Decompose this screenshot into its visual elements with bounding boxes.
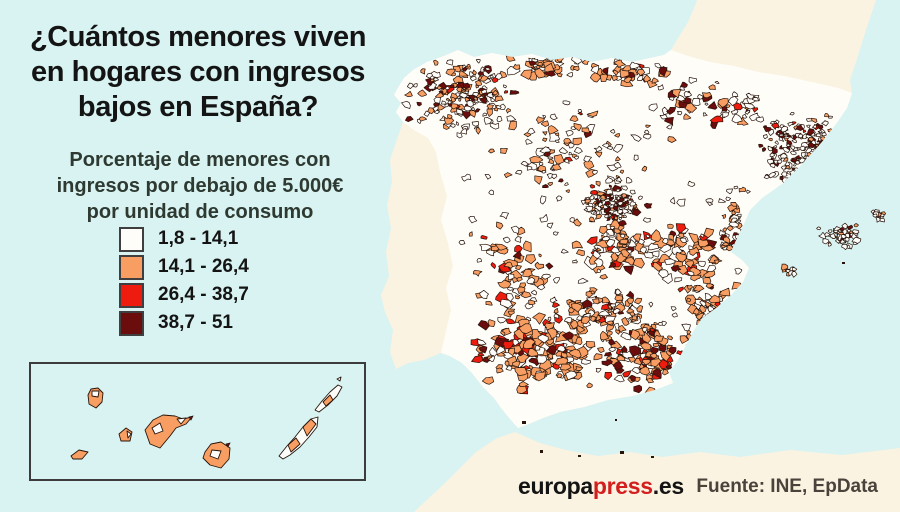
legend-label: 38,7 - 51 [158, 312, 233, 333]
legend-label: 1,8 - 14,1 [158, 228, 239, 249]
island-el-hierro [70, 449, 89, 460]
island-fuerteventura [278, 416, 319, 460]
brand-es: .es [652, 473, 684, 499]
subtitle: Porcentaje de menores con ingresos por d… [56, 149, 344, 223]
legend-swatch-bin1 [119, 226, 144, 252]
brand-logo: europapress.es [518, 473, 684, 500]
brand-press: press [592, 473, 653, 499]
page-title: ¿Cuántos menores viven en hogares con in… [29, 21, 367, 123]
municipalities-balearic-islands [780, 209, 887, 278]
canary-islands-inset [29, 362, 366, 481]
legend-swatch-bin4 [119, 310, 144, 336]
brand-europa: europa [518, 473, 593, 499]
island-lanzarote [314, 376, 343, 413]
island-la-gomera [118, 427, 133, 442]
legend-row: 14,1 - 26,4 [119, 254, 249, 280]
island-gran-canaria [202, 441, 231, 469]
island-la-palma [87, 387, 104, 409]
legend-swatch-bin3 [119, 282, 144, 308]
legend-swatch-bin2 [119, 254, 144, 280]
legend-label: 14,1 - 26,4 [158, 256, 249, 277]
municipalities-peninsula [401, 55, 847, 398]
coastal-specks [522, 262, 845, 458]
island-tenerife [144, 414, 194, 449]
legend: 1,8 - 14,1 14,1 - 26,4 26,4 - 38,7 38,7 … [119, 226, 249, 339]
legend-row: 26,4 - 38,7 [119, 282, 249, 308]
source-text: Fuente: INE, EpData [696, 476, 878, 497]
legend-row: 38,7 - 51 [119, 310, 249, 336]
legend-label: 26,4 - 38,7 [158, 284, 249, 305]
land-africa [414, 432, 900, 512]
legend-row: 1,8 - 14,1 [119, 226, 249, 252]
